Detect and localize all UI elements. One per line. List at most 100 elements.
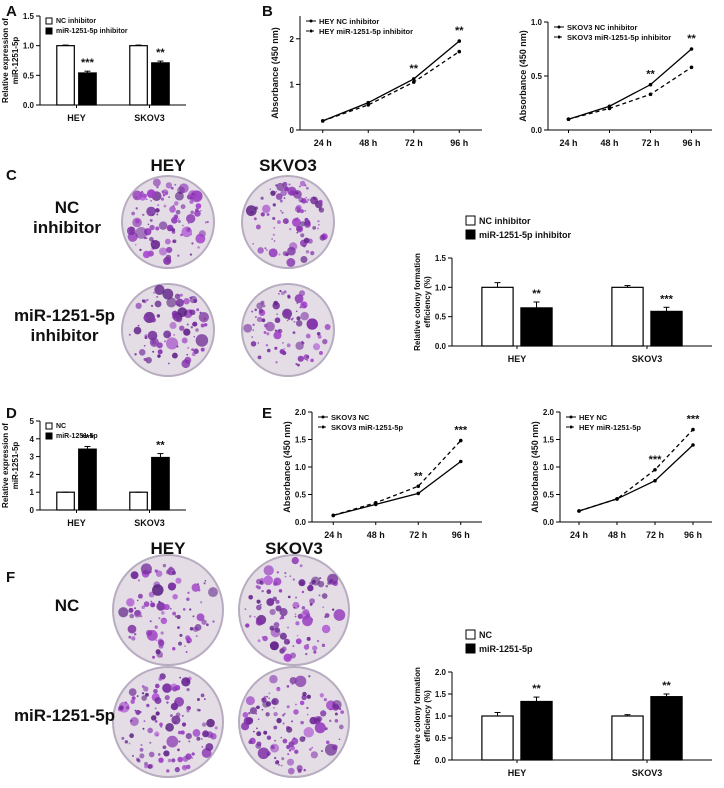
- colony: [156, 601, 166, 611]
- legend-swatch: [45, 422, 53, 430]
- legend-label: HEY NC inhibitor: [319, 17, 379, 26]
- colony: [277, 763, 280, 766]
- colony: [279, 349, 285, 355]
- colony: [292, 578, 295, 581]
- colony: [301, 340, 304, 343]
- colony: [181, 337, 188, 344]
- colony: [304, 217, 309, 222]
- colony: [279, 617, 282, 620]
- panel-label: B: [262, 3, 273, 20]
- colony: [181, 714, 184, 717]
- colony: [171, 352, 178, 359]
- colony: [161, 604, 166, 609]
- colony: [135, 572, 138, 575]
- colony: [283, 347, 286, 350]
- colony: [195, 203, 202, 209]
- colony: [194, 210, 201, 217]
- colony: [137, 324, 140, 327]
- colony: [142, 250, 151, 259]
- y-tick-label: 0.5: [435, 313, 447, 322]
- colony: [288, 749, 292, 752]
- colony: [134, 610, 141, 616]
- colony: [191, 242, 194, 245]
- y-tick-label: 2: [290, 35, 295, 44]
- colony: [174, 293, 181, 300]
- colony: [282, 714, 285, 717]
- colony: [248, 711, 251, 715]
- colony: [252, 329, 254, 331]
- y-axis-label: Absorbance (450 nm): [270, 27, 280, 119]
- colony: [185, 635, 191, 641]
- panel-label: D: [6, 405, 17, 422]
- bar: [129, 45, 148, 106]
- colony: [206, 623, 209, 627]
- colony: [206, 220, 209, 224]
- colony: [145, 356, 152, 364]
- colony: [286, 684, 290, 688]
- colony: [295, 621, 300, 626]
- colony: [154, 683, 160, 689]
- significance: ***: [81, 57, 95, 69]
- bar: [520, 700, 553, 761]
- colony: [273, 240, 276, 242]
- colony: [300, 221, 306, 227]
- colony: [245, 205, 257, 217]
- colony: [198, 334, 201, 337]
- colony: [154, 697, 162, 705]
- legend-marker: [321, 415, 325, 419]
- colony: [190, 210, 194, 215]
- colony: [172, 593, 178, 600]
- colony: [162, 189, 169, 196]
- colony: [133, 632, 137, 636]
- colony: [177, 730, 182, 735]
- legend-label: NC inhibitor: [56, 18, 96, 25]
- colony: [266, 695, 269, 698]
- panel-label: E: [262, 405, 272, 422]
- colony: [303, 644, 310, 650]
- colony: [291, 683, 294, 686]
- colony: [301, 590, 305, 594]
- colony: [197, 583, 199, 585]
- colony: [262, 304, 266, 308]
- colony: [296, 231, 299, 234]
- colony: [294, 615, 297, 618]
- legend-swatch: [465, 229, 476, 240]
- colony: [306, 694, 311, 699]
- colony: [143, 601, 150, 607]
- colony: [203, 698, 206, 701]
- colony: [252, 323, 255, 327]
- legend-label: HEY NC: [579, 413, 608, 422]
- colony: [139, 753, 145, 759]
- colony: [338, 724, 344, 730]
- x-tick-label: HEY: [67, 113, 86, 123]
- colony: [305, 250, 310, 254]
- colony: [150, 602, 156, 608]
- y-tick-label: 0.5: [23, 71, 35, 80]
- colony: [169, 206, 176, 213]
- y-tick-label: 1.0: [543, 463, 555, 472]
- colony: [293, 737, 296, 740]
- colony: [171, 758, 176, 763]
- colony: [166, 246, 173, 254]
- significance: **: [409, 63, 418, 75]
- colony: [152, 350, 155, 353]
- point: [373, 500, 378, 505]
- colony: [295, 310, 298, 313]
- colony: [169, 607, 172, 610]
- colony: [141, 692, 145, 695]
- colony: [136, 599, 139, 602]
- legend-swatch: [45, 27, 53, 35]
- colony: [304, 210, 307, 212]
- colony: [281, 646, 287, 652]
- colony: [142, 213, 145, 216]
- colony: [316, 639, 320, 643]
- colony: [272, 233, 275, 236]
- line: [322, 51, 460, 122]
- colony: [173, 583, 177, 587]
- colony: [189, 199, 194, 204]
- x-tick-label: 24 h: [570, 530, 588, 540]
- colony: [128, 688, 137, 696]
- colony: [282, 218, 289, 225]
- colony: [130, 699, 135, 704]
